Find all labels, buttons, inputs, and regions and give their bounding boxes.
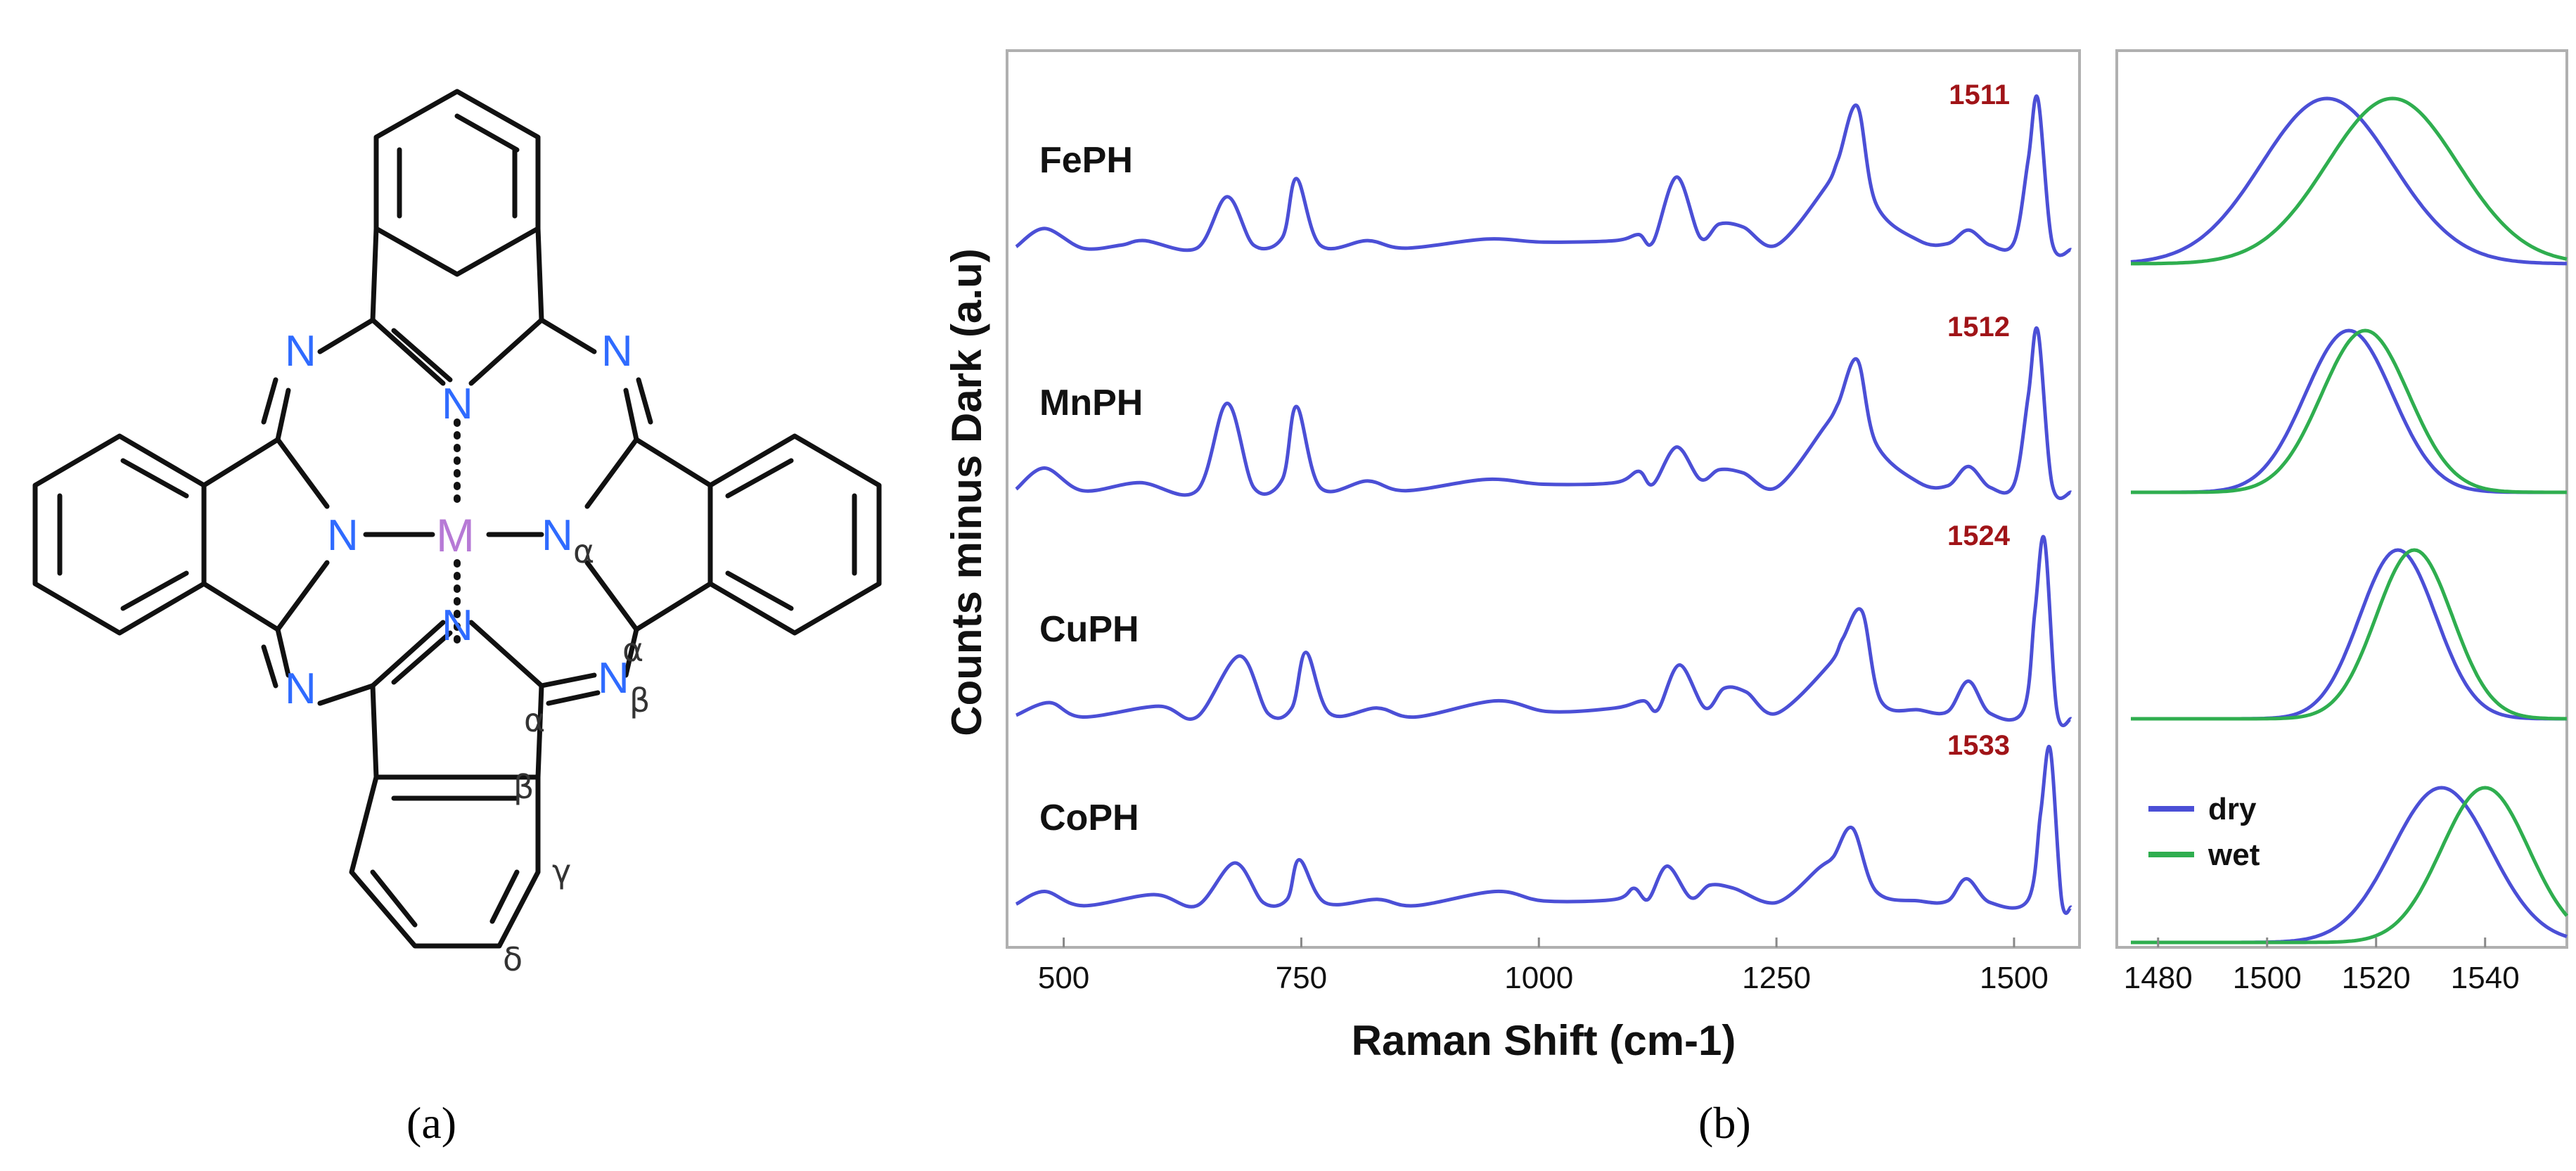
inset-dry-line	[2130, 96, 2567, 266]
x-tick-label: 500	[1038, 961, 1089, 995]
main-spectra	[1015, 94, 2073, 915]
bottom-pyrrole	[317, 620, 601, 780]
x-tick-label: 750	[1276, 961, 1327, 995]
nitrogen-atom-label: N	[598, 654, 629, 703]
nitrogen-atom-label: N	[285, 665, 316, 713]
phthalocyanine-structure: N N N N M N α N α N N β α β γ δ (a)	[32, 89, 882, 1148]
inset-dry-line	[2131, 328, 2567, 494]
main-x-ticks: 500 750 1000 1250 1500	[1038, 938, 2049, 995]
left-benzene-ring	[32, 433, 207, 636]
alpha-label: α	[524, 701, 545, 739]
nitrogen-atom-label: N	[285, 327, 316, 376]
series-label-cuph: CuPH	[1039, 609, 1139, 650]
panel-a-caption: (a)	[406, 1098, 456, 1148]
peak-label-cuph: 1524	[1947, 520, 2011, 551]
peak-label-coph: 1533	[1947, 730, 2010, 761]
inset-dry-line	[2131, 786, 2568, 945]
legend: dry wet	[2148, 792, 2260, 872]
inset-x-tick-label: 1520	[2342, 961, 2411, 995]
main-series-labels: FePH 1511 MnPH 1512 CuPH 1524 CoPH 1533	[1039, 79, 2011, 838]
bottom-benzene-ring	[349, 774, 541, 949]
delta-label: δ	[503, 940, 523, 978]
spectrum-line-mnph	[1015, 326, 2072, 500]
right-benzene-ring	[707, 433, 882, 636]
series-label-feph: FePH	[1039, 140, 1133, 181]
nitrogen-atom-label: N	[601, 327, 633, 376]
alpha-label: α	[573, 532, 594, 570]
legend-dry-label: dry	[2208, 792, 2257, 826]
inset-x-tick-label: 1540	[2451, 961, 2520, 995]
inset-wet-line	[2131, 96, 2568, 266]
raman-spectra-panel: FePH 1511 MnPH 1512 CuPH 1524 CoPH 1533 500 750 1…	[943, 49, 2568, 1148]
nitrogen-atom-label: N	[442, 380, 473, 428]
inset-x-tick-label: 1500	[2233, 961, 2302, 995]
inset-plot-frame	[2115, 49, 2568, 949]
inset-wet-line	[2131, 328, 2567, 494]
inset-spectra	[2130, 96, 2568, 945]
beta-label: β	[629, 682, 650, 719]
nitrogen-atom-label: N	[442, 601, 473, 650]
inset-wet-line	[2131, 786, 2568, 945]
top-pyrrole	[317, 226, 597, 386]
beta-label: β	[513, 768, 534, 806]
legend-wet-label: wet	[2207, 838, 2260, 872]
y-axis-label: Counts minus Dark (a.u)	[943, 248, 990, 736]
x-tick-label: 1500	[1980, 961, 2049, 995]
metal-atom-label: M	[436, 509, 475, 561]
right-pyrrole	[584, 377, 713, 678]
inset-wet-line	[2131, 548, 2567, 721]
x-tick-label: 1250	[1742, 961, 1811, 995]
top-benzene-ring	[373, 89, 541, 277]
series-label-coph: CoPH	[1039, 798, 1139, 838]
inset-x-ticks: 1480 1500 1520 1540	[2124, 938, 2520, 995]
spectrum-line-cuph	[1015, 535, 2073, 727]
nitrogen-atom-label: N	[542, 511, 573, 560]
spectrum-line-feph	[1015, 94, 2072, 257]
spectrum-line-coph	[1015, 745, 2073, 915]
main-plot-frame	[1006, 49, 2081, 949]
inset-x-tick-label: 1480	[2124, 961, 2193, 995]
alpha-label: α	[622, 631, 643, 669]
gamma-label: γ	[552, 852, 571, 890]
peak-label-feph: 1511	[1949, 79, 2010, 110]
x-tick-label: 1000	[1504, 961, 1573, 995]
peak-label-mnph: 1512	[1947, 312, 2010, 343]
panel-b-caption: (b)	[1698, 1098, 1751, 1148]
x-axis-label: Raman Shift (cm-1)	[1352, 1017, 1736, 1064]
series-label-mnph: MnPH	[1039, 383, 1143, 423]
inset-dry-line	[2131, 548, 2567, 721]
left-pyrrole	[201, 377, 330, 689]
nitrogen-atom-label: N	[327, 511, 359, 560]
